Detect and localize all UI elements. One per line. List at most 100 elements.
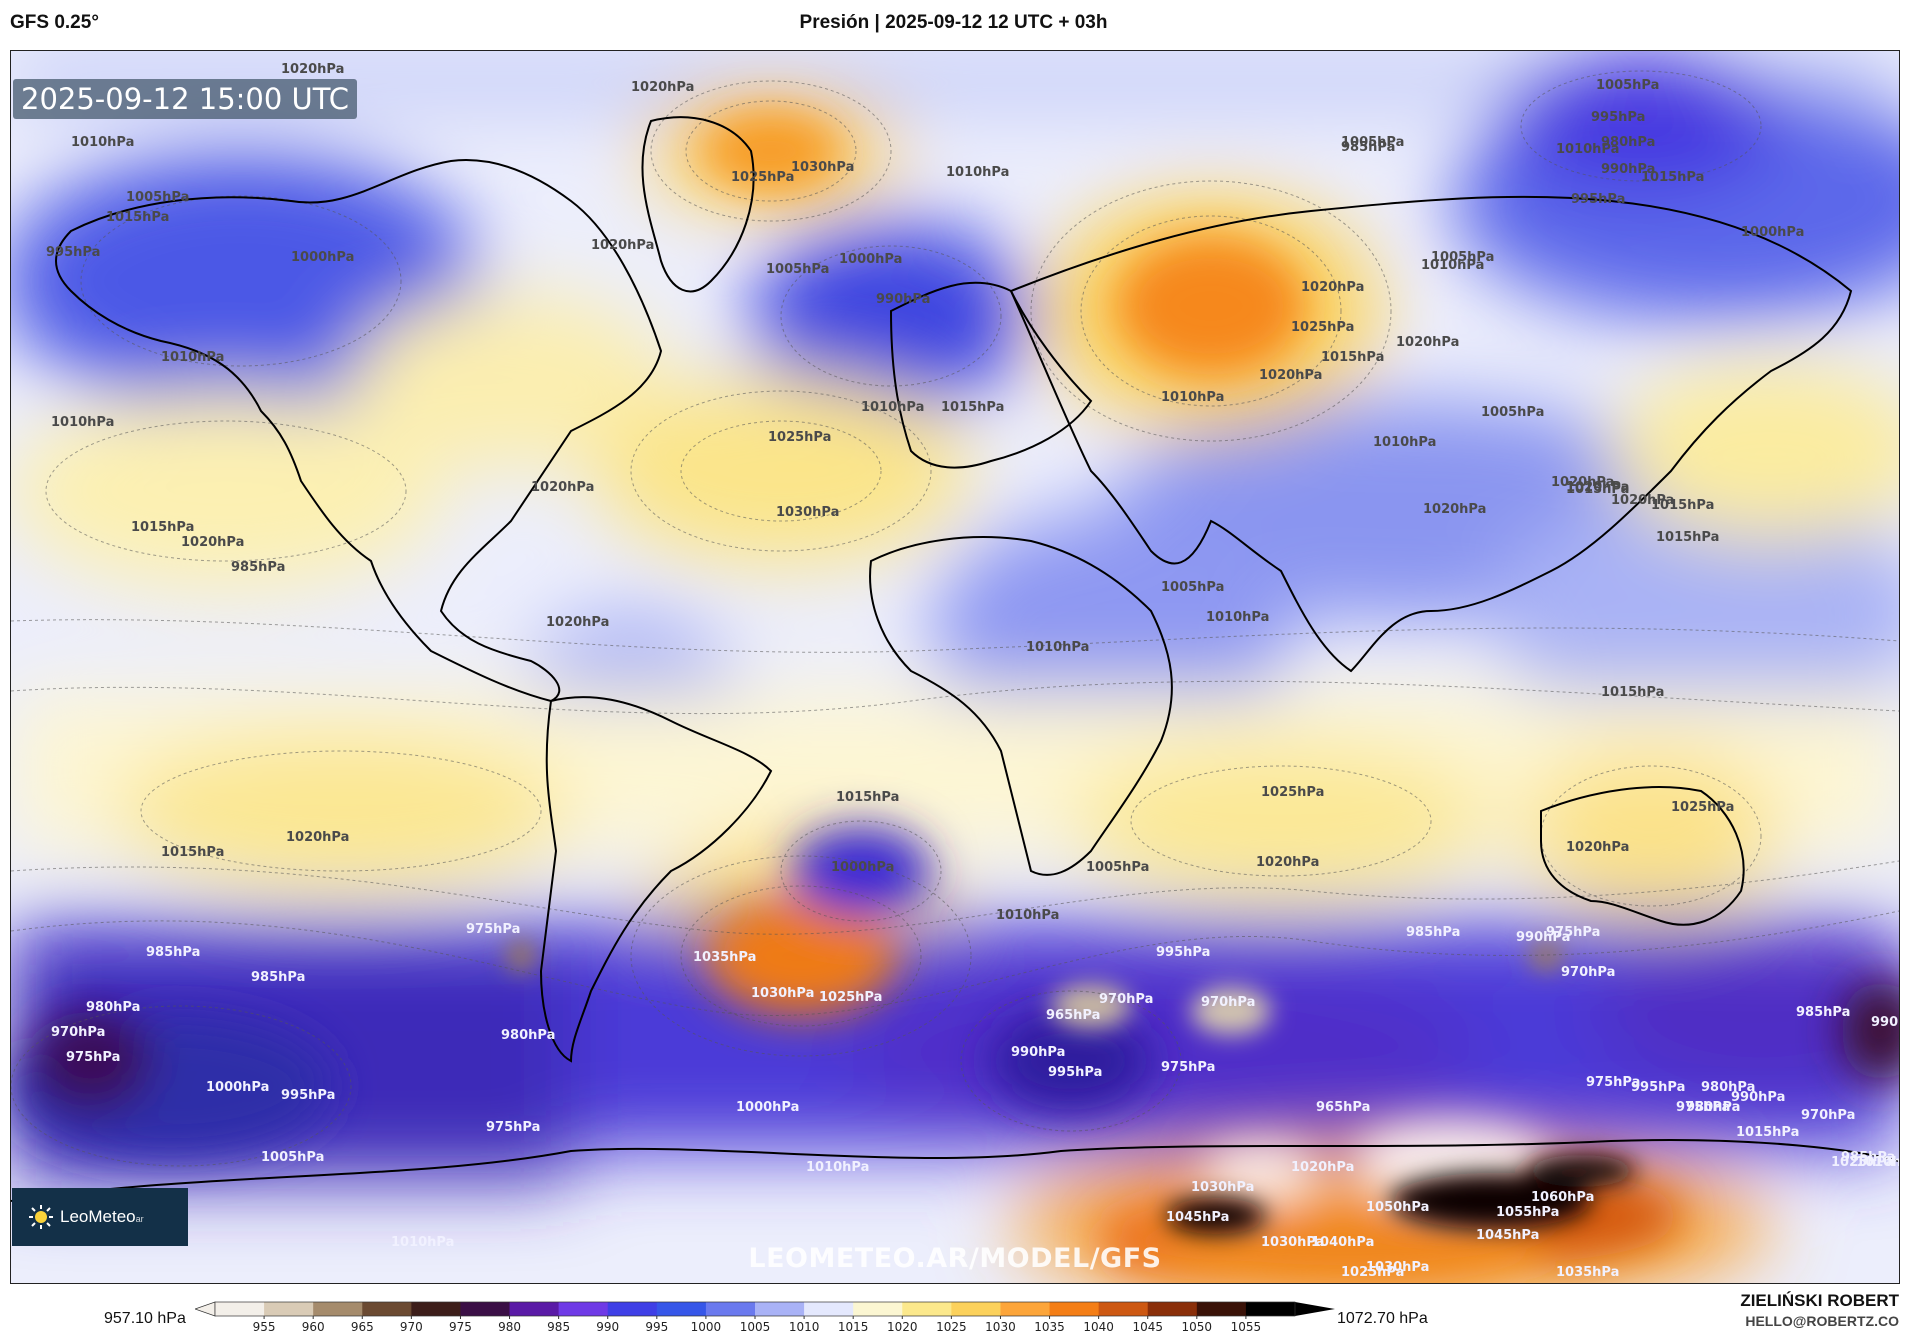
isobar-label: 1010hPa	[1556, 142, 1619, 157]
isobar-label: 985hPa	[1841, 1150, 1895, 1165]
colorbar-tick-label: 1050	[1182, 1320, 1213, 1334]
colorbar-segment	[1098, 1302, 1149, 1316]
isobar-label: 1035hPa	[693, 950, 756, 965]
colorbar-tick-label: 1005	[740, 1320, 771, 1334]
isobar-label: 1030hPa	[1366, 1260, 1429, 1275]
isobar-label: 1005hPa	[1161, 580, 1224, 595]
isobar-label: 990hPa	[1516, 930, 1570, 945]
colorbar-segment	[264, 1302, 314, 1316]
isobar-label: 1010hPa	[391, 1235, 454, 1250]
isobar-label: 1010hPa	[51, 415, 114, 430]
colorbar-segment	[411, 1302, 461, 1316]
isobar-label: 1020hPa	[631, 80, 694, 95]
colorbar-min-label: 957.10 hPa	[104, 1310, 186, 1327]
isobar-label: 1015hPa	[161, 845, 224, 860]
isobar-label: 1060hPa	[1531, 1190, 1594, 1205]
isobar-label: 975hPa	[1586, 1075, 1640, 1090]
isobar-label: 985hPa	[231, 560, 285, 575]
isobar-label: 1010hPa	[161, 350, 224, 365]
author-email: HELLO@ROBERTZ.CO	[1745, 1313, 1899, 1329]
isobar-label: 1010hPa	[861, 400, 924, 415]
isobar-label: 1045hPa	[1476, 1228, 1539, 1243]
isobar-label: 1010hPa	[71, 135, 134, 150]
pressure-cells	[11, 111, 1899, 1283]
isobar-label: 1010hPa	[996, 908, 1059, 923]
isobar-label: 995hPa	[1631, 1080, 1685, 1095]
isobar-label: 985hPa	[146, 945, 200, 960]
isobar-label: 1020hPa	[1396, 335, 1459, 350]
colorbar-segment	[1049, 1302, 1100, 1316]
isobar-label: 980hPa	[1601, 135, 1655, 150]
isobar-label: 1020hPa	[1259, 368, 1322, 383]
colorbar-tick-label: 985	[547, 1320, 570, 1334]
isobar-label: 1020hPa	[1566, 480, 1629, 495]
isobar-label: 1020hPa	[1291, 1160, 1354, 1175]
colorbar-low-arrow	[195, 1301, 216, 1317]
isobar-label: 965hPa	[1046, 1008, 1100, 1023]
isobar-label: 975hPa	[66, 1050, 120, 1065]
isobar-label: 1020hPa	[591, 238, 654, 253]
isobar-label: 1010hPa	[1161, 390, 1224, 405]
isobar-label: 1010hPa	[946, 165, 1009, 180]
leometeo-logo[interactable]: LeoMeteoar	[12, 1188, 188, 1246]
colorbar-tick-label: 960	[302, 1320, 325, 1334]
colorbar-high-arrow	[1295, 1302, 1335, 1316]
isobar-label: 965hPa	[1316, 1100, 1370, 1115]
isobar-label: 1055hPa	[1496, 1205, 1559, 1220]
isobar-label: 1025hPa	[768, 430, 831, 445]
isobar-label: 1015hPa	[836, 790, 899, 805]
isobar-label: 1020hPa	[281, 62, 344, 77]
colorbar-tick-label: 975	[449, 1320, 472, 1334]
isobar-label: 970hPa	[51, 1025, 105, 1040]
colorbar-tick-label: 1015	[838, 1320, 869, 1334]
isobar-label: 1015hPa	[1566, 482, 1629, 497]
colorbar-tick-label: 1010	[789, 1320, 820, 1334]
isobar-label: 1005hPa	[1086, 860, 1149, 875]
isobar-label: 1005hPa	[1596, 78, 1659, 93]
isobar-label: 1020hPa	[1301, 280, 1364, 295]
isobar-label: 990hPa	[1601, 162, 1655, 177]
isobar-label: 1020hPa	[286, 830, 349, 845]
colorbar: 955 960 965 970 975 980 985 990 995 1000 1005 1010 1…	[195, 1301, 1335, 1334]
isobar-label: 980hPa	[1701, 1080, 1755, 1095]
pressure-map[interactable]: 1020hPa 1020hPa 1010hPa 1015hPa 1005hPa 995hP…	[10, 50, 1900, 1284]
isobar-label: 980hPa	[501, 1028, 555, 1043]
colorbar-segment	[902, 1302, 952, 1316]
isobar-label: 970hPa	[1099, 992, 1153, 1007]
isobar-label: 1025hPa	[1671, 800, 1734, 815]
model-label: GFS 0.25°	[10, 12, 99, 33]
isobar-label: 1030hPa	[776, 505, 839, 520]
colorbar-tick-label: 955	[253, 1320, 276, 1334]
isobar-label: 980hPa	[86, 1000, 140, 1015]
isobar-label: 1030hPa	[1191, 1180, 1254, 1195]
isobar-label: 1015hPa	[941, 400, 1004, 415]
map-title: Presión | 2025-09-12 12 UTC + 03h	[799, 12, 1108, 33]
sun-icon	[28, 1204, 54, 1230]
isobar-label: 1015hPa	[106, 210, 169, 225]
isobar-label: 1015hPa	[1736, 1125, 1799, 1140]
isobar-label: 1025hPa	[1831, 1155, 1894, 1170]
isobar-label: 1000hPa	[839, 252, 902, 267]
colorbar-tick-label: 1040	[1083, 1320, 1114, 1334]
isobar-label: 975hPa	[1676, 1100, 1730, 1115]
pressure-field: 1020hPa 1020hPa 1010hPa 1015hPa 1005hPa 995hP…	[11, 51, 1899, 1283]
isobar-label: 1000hPa	[291, 250, 354, 265]
isobar-label: 985hPa	[1796, 1005, 1850, 1020]
isobar-label: 1015hPa	[1601, 685, 1664, 700]
colorbar-segment	[362, 1302, 412, 1316]
colorbar-tick-label: 980	[498, 1320, 521, 1334]
colorbar-segment	[607, 1302, 658, 1316]
isobar-lines	[11, 70, 1899, 1167]
isobar-label: 995hPa	[1048, 1065, 1102, 1080]
colorbar-segment	[951, 1302, 1001, 1316]
isobar-label: 975hPa	[1161, 1060, 1215, 1075]
pressure-cores	[507, 940, 1636, 1234]
colorbar-tick-label: 1020	[887, 1320, 918, 1334]
isobar-label: 1020hPa	[181, 535, 244, 550]
isobar-label: 1050hPa	[1366, 1200, 1429, 1215]
isobar-label: 975hPa	[466, 922, 520, 937]
isobar-label: 1015hPa	[1651, 498, 1714, 513]
colorbar-segment	[853, 1302, 903, 1316]
isobar-label: 1015hPa	[131, 520, 194, 535]
author-credit: ZIELIŃSKI ROBERT	[1740, 1291, 1899, 1310]
